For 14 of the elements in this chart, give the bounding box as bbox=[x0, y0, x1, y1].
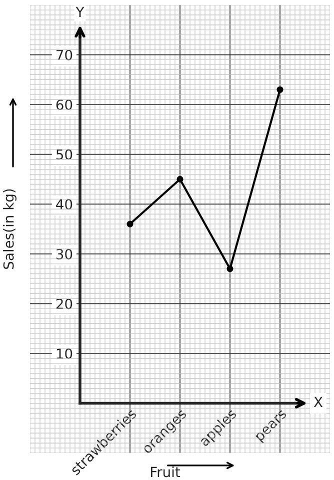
x-axis-title: Fruit bbox=[150, 466, 180, 478]
point bbox=[176, 176, 184, 183]
point bbox=[276, 86, 284, 93]
y-tick-label: 60 bbox=[56, 100, 72, 110]
annotation: Y bbox=[76, 6, 84, 18]
y-axis-title: Sales(in kg) bbox=[3, 189, 16, 269]
y-tick-label: 70 bbox=[56, 50, 72, 60]
y-tick-label: 30 bbox=[56, 248, 72, 260]
text: X bbox=[314, 396, 323, 408]
y-tick-label: 40 bbox=[56, 199, 72, 210]
y-tick-label: 10 bbox=[56, 348, 72, 359]
point bbox=[226, 266, 234, 272]
point bbox=[126, 220, 134, 228]
y-tick-label: 20 bbox=[56, 298, 72, 310]
